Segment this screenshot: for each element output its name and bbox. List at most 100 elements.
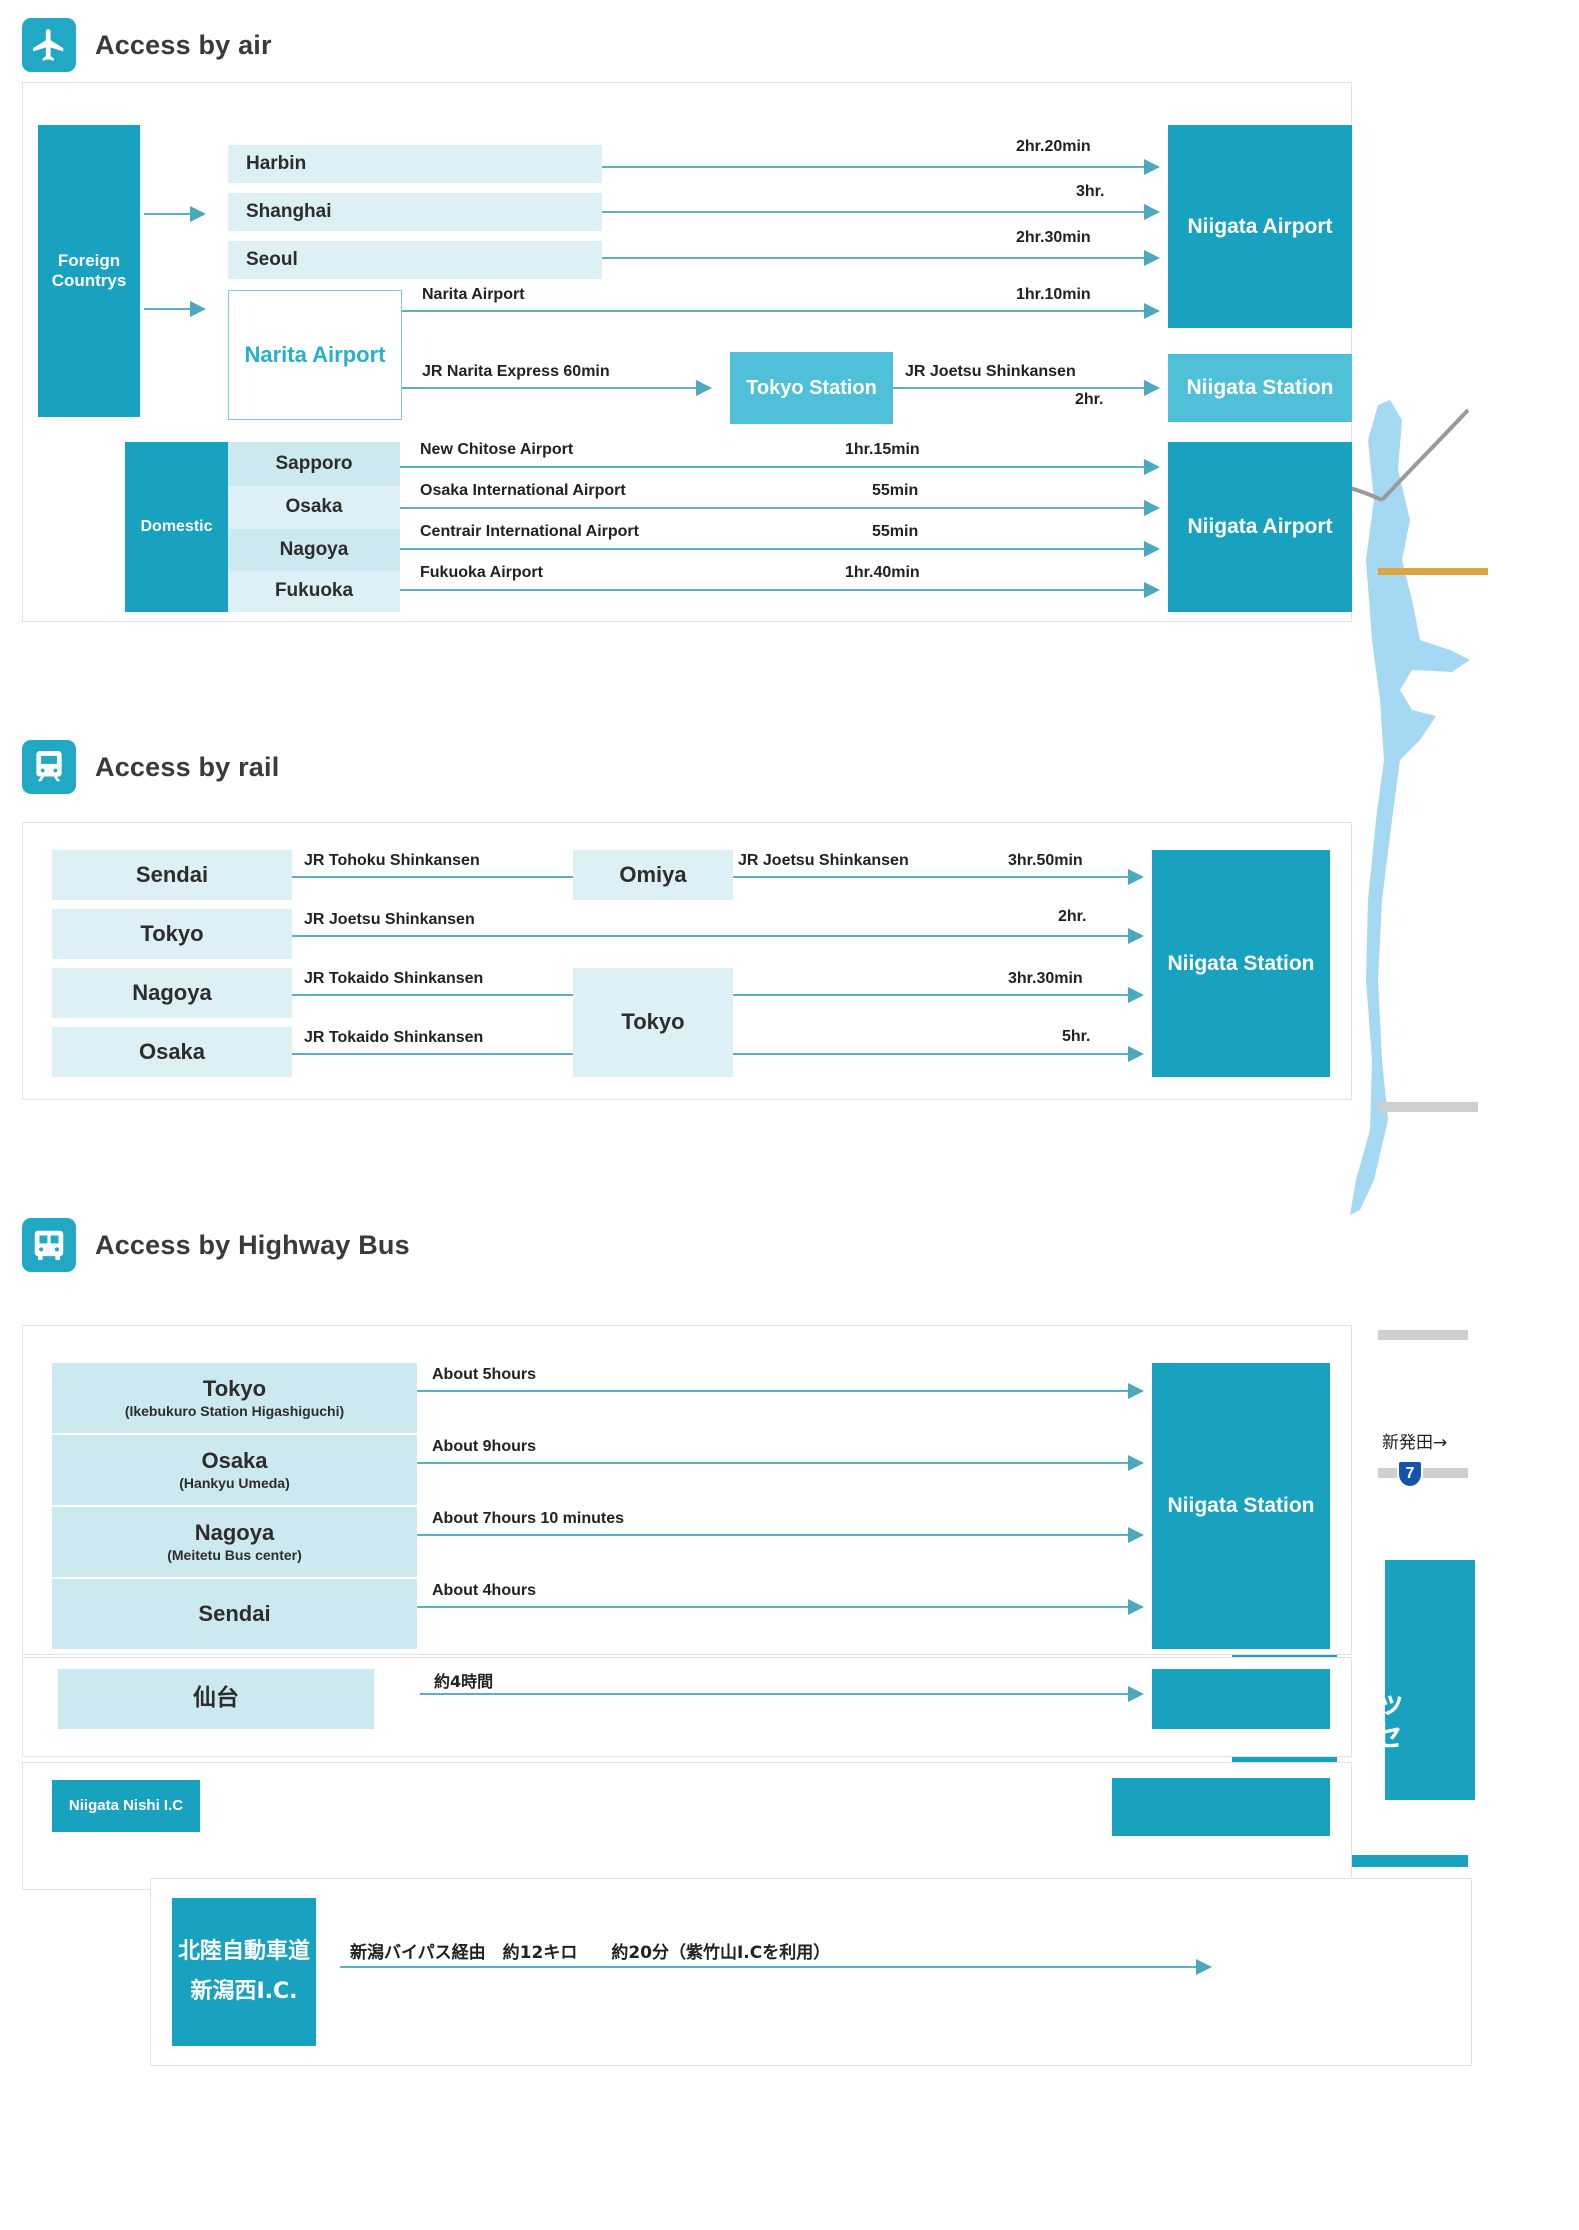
air-domestic-city-label-1: Osaka <box>285 496 343 518</box>
rail-leg1-line-0 <box>292 876 573 878</box>
air-domestic-city-0: Sapporo <box>228 442 400 486</box>
bus-arrow-3 <box>1128 1599 1144 1615</box>
bus-jp-arrow <box>1128 1686 1144 1702</box>
air-niigata-station-label: Niigata Station <box>1186 376 1334 400</box>
rail-hub-tokyo-label: Tokyo <box>621 1009 685 1035</box>
bus-origin-city-3: Sendai <box>198 1600 271 1626</box>
map-grey-bar-3 <box>1378 1468 1468 1478</box>
highway-line <box>340 1966 1202 1968</box>
rail-leg1-label-1: JR Joetsu Shinkansen <box>304 911 475 928</box>
air-domestic-line-0 <box>400 466 1150 468</box>
highway-ic-box: 北陸自動車道 新潟西I.C. <box>172 1898 316 2046</box>
rail-origin-label-3: Osaka <box>138 1038 206 1064</box>
rail-leg1-line-1 <box>292 935 1134 937</box>
rail-arrow-3 <box>1128 1046 1144 1062</box>
bus-origin-sub-0: (Ikebukuro Station Higashiguchi) <box>124 1403 345 1420</box>
air-city-arrow-1 <box>1144 204 1160 220</box>
rail-hub-omiya-label: Omiya <box>619 861 687 887</box>
air-narita-rail-line-2 <box>893 387 1150 389</box>
rail-origin-label-1: Tokyo <box>140 920 204 946</box>
air-city-box-2: Seoul <box>228 241 602 279</box>
nishi-ic-destination-box <box>1112 1778 1330 1836</box>
air-narita-direct-arrow <box>1144 303 1160 319</box>
train-icon <box>22 740 76 794</box>
air-narita-rail-arrow-1 <box>696 380 712 396</box>
bus-jp-destination-box <box>1152 1669 1330 1729</box>
air-domestic-dest-label: Niigata Airport <box>1187 515 1333 539</box>
air-city-line-2 <box>602 257 1150 259</box>
map-grey-bar-1 <box>1378 1102 1478 1112</box>
bus-line-3 <box>417 1606 1134 1608</box>
foreign-line-1: Foreign <box>57 250 121 270</box>
bus-duration-0: About 5hours <box>432 1366 536 1383</box>
air-city-arrow-0 <box>1144 159 1160 175</box>
bus-line-2 <box>417 1534 1134 1536</box>
bus-duration-3: About 4hours <box>432 1582 536 1599</box>
air-city-line-1 <box>602 211 1150 213</box>
air-domestic-duration-3: 1hr.40min <box>845 564 920 581</box>
bus-origin-sub-1: (Hankyu Umeda) <box>179 1475 290 1492</box>
air-narita-rail-leg2: JR Joetsu Shinkansen <box>905 363 1076 380</box>
rail-leg1-label-3: JR Tokaido Shinkansen <box>304 1029 484 1046</box>
section-title-air: Access by air <box>95 29 272 60</box>
air-niigata-airport-label: Niigata Airport <box>1187 214 1333 238</box>
air-domestic-city-2: Nagoya <box>228 529 400 571</box>
bus-origin-box-2: Nagoya (Meitetu Bus center) <box>52 1507 417 1577</box>
air-domestic-line-3 <box>400 589 1150 591</box>
air-domestic-city-label-3: Fukuoka <box>274 580 354 602</box>
rail-leg1-line-2 <box>292 994 573 996</box>
route-7-shield: 7 <box>1397 1460 1423 1488</box>
rail-leg2-line-3 <box>733 1053 1134 1055</box>
air-city-arrow-2 <box>1144 250 1160 266</box>
air-narita-direct-route: Narita Airport <box>422 286 525 303</box>
air-domestic-airport-3: Fukuoka Airport <box>420 564 543 581</box>
shinhatta-label: 新発田→ <box>1382 1433 1448 1453</box>
air-narita-direct-line <box>402 310 1150 312</box>
bus-line-0 <box>417 1390 1134 1392</box>
rail-origin-box-1: Tokyo <box>52 909 292 959</box>
rail-arrow-2 <box>1128 987 1144 1003</box>
bus-origin-city-0: Tokyo <box>202 1375 267 1401</box>
bus-duration-2: About 7hours 10 minutes <box>432 1510 625 1527</box>
air-niigata-airport-box: Niigata Airport <box>1168 125 1352 328</box>
highway-panel <box>150 1878 1472 2066</box>
bus-origin-box-1: Osaka (Hankyu Umeda) <box>52 1435 417 1505</box>
section-header-rail: Access by rail <box>22 740 279 794</box>
air-city-duration-2: 2hr.30min <box>1016 229 1091 246</box>
air-foreign-arrow-line-2 <box>144 308 194 310</box>
air-city-duration-1: 3hr. <box>1076 183 1105 200</box>
bus-duration-1: About 9hours <box>432 1438 536 1455</box>
bus-jp-line <box>420 1693 1134 1695</box>
air-domestic-arrow-1 <box>1144 500 1160 516</box>
air-domestic-duration-0: 1hr.15min <box>845 441 920 458</box>
airplane-icon <box>22 18 76 72</box>
nishi-ic-box: Niigata Nishi I.C <box>52 1780 200 1832</box>
air-domestic-arrow-3 <box>1144 582 1160 598</box>
air-foreign-arrow-line-1 <box>144 213 194 215</box>
rail-duration-1: 2hr. <box>1058 908 1087 925</box>
highway-arrow <box>1196 1959 1212 1975</box>
rail-duration-0: 3hr.50min <box>1008 852 1083 869</box>
rail-duration-2: 3hr.30min <box>1008 970 1083 987</box>
map-grey-bar-2 <box>1378 1330 1468 1340</box>
air-city-line-0 <box>602 166 1150 168</box>
air-foreign-arrow-head-1 <box>190 206 206 222</box>
map-gold-bar <box>1378 568 1488 575</box>
air-narita-label: Narita Airport <box>244 341 386 367</box>
rail-arrow-1 <box>1128 928 1144 944</box>
highway-detail-label: 新潟バイパス経由 約12キロ 約20分（紫竹山I.Cを利用） <box>350 1943 831 1963</box>
bus-destination-label: Niigata Station <box>1167 1494 1315 1518</box>
air-domestic-duration-1: 55min <box>872 482 919 499</box>
air-city-duration-0: 2hr.20min <box>1016 138 1091 155</box>
air-domestic-dest-box: Niigata Airport <box>1168 442 1352 612</box>
air-domestic-city-label-0: Sapporo <box>275 452 353 474</box>
highway-name-line-1: 北陸自動車道 <box>177 1938 310 1964</box>
bus-jp-duration: 約4時間 <box>434 1672 494 1691</box>
rail-origin-label-0: Sendai <box>135 861 209 887</box>
air-foreign-countrys-box: Foreign Countrys <box>38 125 140 417</box>
bus-arrow-2 <box>1128 1527 1144 1543</box>
rail-origin-box-3: Osaka <box>52 1027 292 1077</box>
air-domestic-label: Domestic <box>140 518 213 536</box>
air-domestic-arrow-2 <box>1144 541 1160 557</box>
rail-hub-tokyo-box: Tokyo <box>573 968 733 1077</box>
